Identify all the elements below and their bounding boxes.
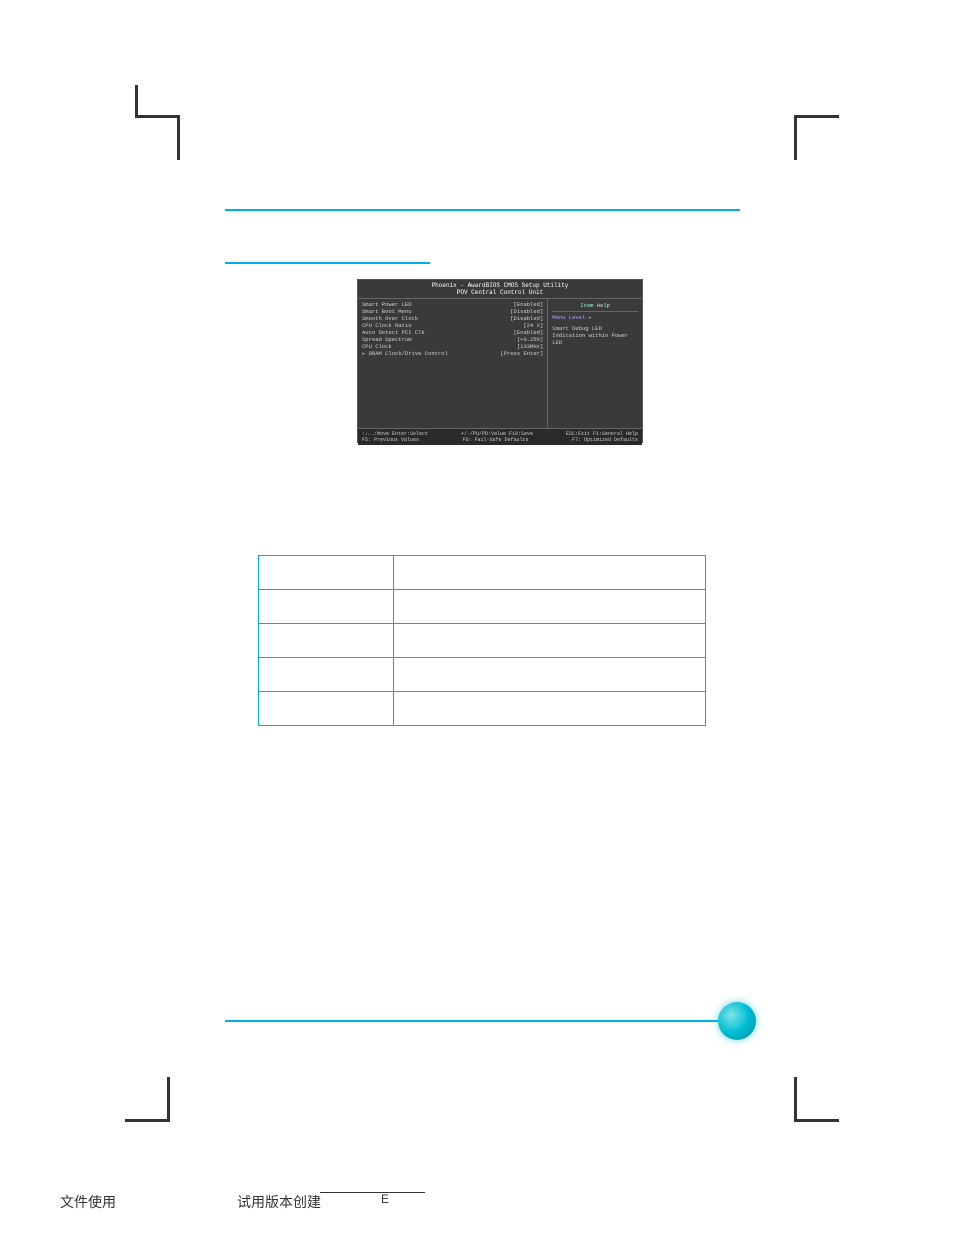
bios-title-1: Phoenix - AwardBIOS CMOS Setup Utility	[358, 282, 642, 289]
footer-right-text: 试用版本创建	[237, 1192, 321, 1212]
bios-help-panel: Item Help Menu Level ▸ Smart Debug LED I…	[548, 299, 642, 428]
table-cell	[394, 590, 706, 624]
bios-help-text: Smart Debug LED	[552, 325, 638, 332]
bios-help-text: LED	[552, 339, 638, 346]
top-horizontal-rule	[225, 209, 740, 211]
table-cell	[259, 556, 394, 590]
footer-left-text: 文件使用	[60, 1192, 116, 1212]
table-cell	[394, 658, 706, 692]
bios-body: Smart Power LED[Enabled] Smart Boot Menu…	[358, 298, 642, 428]
bios-help-text: Indication within Power	[552, 332, 638, 339]
crop-mark-bottom-left	[125, 1077, 170, 1122]
footer-special-char: E	[381, 1192, 389, 1206]
table-row	[259, 692, 706, 726]
bios-screenshot: Phoenix - AwardBIOS CMOS Setup Utility P…	[357, 279, 643, 443]
bottom-horizontal-rule	[225, 1020, 740, 1022]
table-cell	[259, 692, 394, 726]
data-table	[258, 555, 706, 726]
bios-help-title: Item Help	[552, 302, 638, 309]
bios-footer: ↑↓←→:Move Enter:Select +/-/PU/PD:Value F…	[358, 428, 642, 445]
registration-circle-icon	[718, 1002, 756, 1040]
table-cell	[259, 658, 394, 692]
table-row	[259, 556, 706, 590]
table-row	[259, 658, 706, 692]
section-heading-underline	[225, 262, 430, 264]
table-cell	[394, 624, 706, 658]
bios-help-level: Menu Level ▸	[552, 314, 638, 321]
bios-header: Phoenix - AwardBIOS CMOS Setup Utility P…	[358, 280, 642, 298]
table-cell	[394, 692, 706, 726]
crop-mark-bottom-right	[794, 1077, 839, 1122]
crop-mark-top-left	[135, 115, 180, 160]
table-row	[259, 624, 706, 658]
footer-link-underline	[320, 1192, 425, 1193]
table-cell	[259, 590, 394, 624]
bios-item: ▸ DRAM Clock/Drive Control[Press Enter]	[362, 351, 543, 358]
bios-left-panel: Smart Power LED[Enabled] Smart Boot Menu…	[358, 299, 548, 428]
table-cell	[394, 556, 706, 590]
table-row	[259, 590, 706, 624]
table-cell	[259, 624, 394, 658]
bios-title-2: POV Central Control Unit	[358, 289, 642, 296]
crop-mark-top-right	[794, 115, 839, 160]
